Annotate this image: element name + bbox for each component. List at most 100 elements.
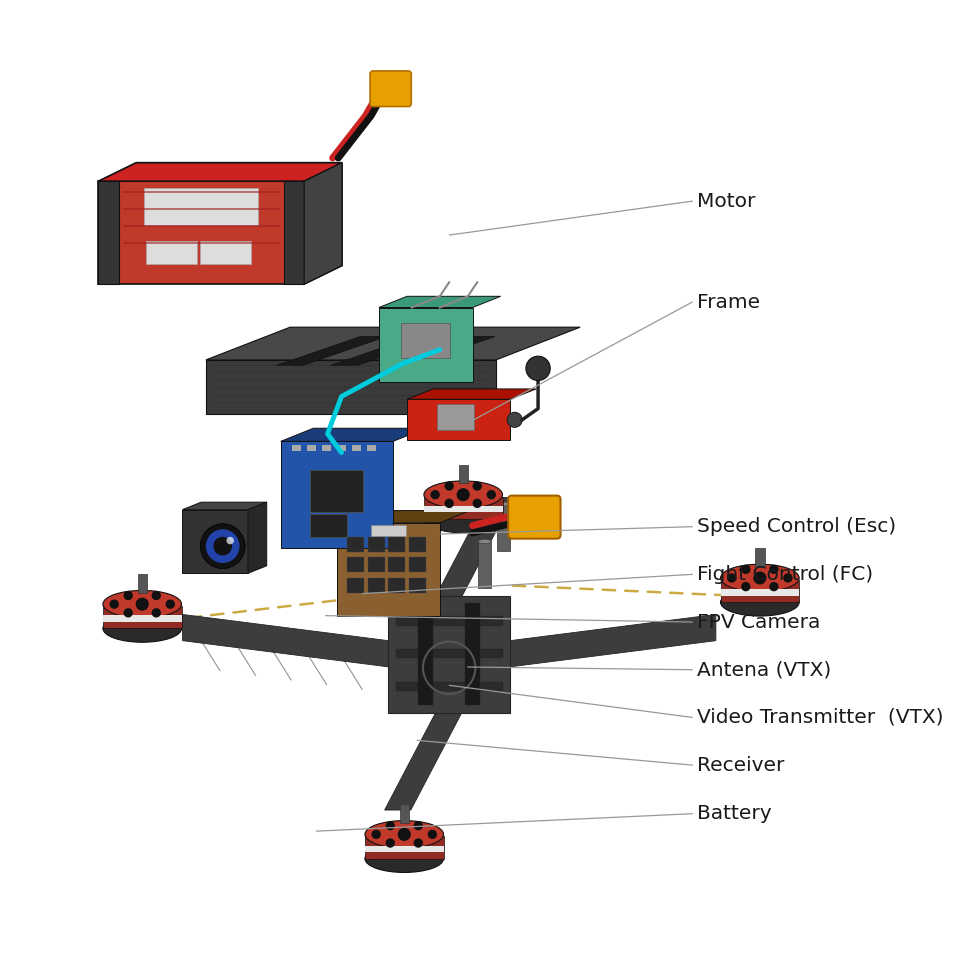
Ellipse shape bbox=[365, 845, 444, 872]
Circle shape bbox=[110, 600, 119, 609]
Ellipse shape bbox=[424, 506, 503, 533]
Circle shape bbox=[741, 582, 751, 591]
Polygon shape bbox=[407, 389, 536, 399]
Polygon shape bbox=[98, 163, 342, 181]
FancyBboxPatch shape bbox=[370, 71, 412, 107]
FancyBboxPatch shape bbox=[508, 496, 561, 539]
Bar bbox=[137, 574, 147, 593]
Bar bbox=[388, 558, 405, 572]
FancyBboxPatch shape bbox=[310, 514, 347, 537]
Polygon shape bbox=[720, 580, 799, 603]
Circle shape bbox=[123, 591, 133, 600]
Polygon shape bbox=[510, 614, 715, 666]
Text: Battery: Battery bbox=[697, 805, 771, 823]
Polygon shape bbox=[424, 506, 503, 513]
Bar bbox=[396, 649, 503, 659]
Bar bbox=[368, 578, 384, 593]
Bar bbox=[400, 805, 409, 823]
Polygon shape bbox=[98, 181, 119, 284]
Polygon shape bbox=[379, 308, 472, 382]
Bar bbox=[478, 542, 491, 588]
Bar bbox=[388, 578, 405, 593]
Circle shape bbox=[445, 499, 454, 508]
Bar bbox=[368, 537, 384, 552]
Bar bbox=[307, 445, 317, 451]
Bar bbox=[418, 604, 433, 706]
Circle shape bbox=[727, 573, 736, 583]
Circle shape bbox=[214, 537, 232, 556]
Ellipse shape bbox=[103, 590, 181, 618]
Polygon shape bbox=[206, 360, 496, 415]
Bar bbox=[466, 604, 480, 706]
Bar bbox=[459, 465, 467, 483]
Ellipse shape bbox=[407, 540, 420, 544]
Polygon shape bbox=[276, 336, 386, 366]
Circle shape bbox=[769, 564, 778, 574]
Bar bbox=[425, 504, 439, 551]
Circle shape bbox=[783, 573, 793, 583]
Circle shape bbox=[166, 600, 175, 609]
Circle shape bbox=[508, 413, 522, 427]
Ellipse shape bbox=[720, 564, 799, 592]
Circle shape bbox=[741, 564, 751, 574]
Polygon shape bbox=[436, 498, 514, 596]
Ellipse shape bbox=[424, 481, 503, 509]
Ellipse shape bbox=[365, 820, 444, 848]
Text: Fight Control (FC): Fight Control (FC) bbox=[697, 564, 873, 584]
Circle shape bbox=[371, 830, 381, 839]
Circle shape bbox=[430, 490, 440, 500]
Bar bbox=[321, 445, 331, 451]
Polygon shape bbox=[98, 181, 304, 284]
FancyBboxPatch shape bbox=[437, 404, 474, 430]
Circle shape bbox=[445, 481, 454, 491]
Bar bbox=[396, 682, 503, 691]
Circle shape bbox=[385, 821, 395, 830]
Polygon shape bbox=[182, 502, 267, 510]
Bar bbox=[409, 558, 425, 572]
Circle shape bbox=[526, 356, 550, 380]
Bar bbox=[337, 445, 346, 451]
Bar bbox=[347, 537, 364, 552]
Circle shape bbox=[754, 571, 766, 584]
Bar bbox=[409, 578, 425, 593]
Circle shape bbox=[487, 490, 496, 500]
Circle shape bbox=[457, 488, 469, 501]
Polygon shape bbox=[304, 163, 342, 284]
Circle shape bbox=[135, 598, 149, 611]
Bar bbox=[407, 542, 420, 588]
Circle shape bbox=[472, 499, 482, 508]
Circle shape bbox=[152, 591, 161, 600]
Bar bbox=[388, 537, 405, 552]
Text: Antena (VTX): Antena (VTX) bbox=[697, 661, 831, 679]
Bar bbox=[347, 558, 364, 572]
FancyBboxPatch shape bbox=[146, 241, 197, 264]
Polygon shape bbox=[283, 181, 304, 284]
Circle shape bbox=[769, 582, 778, 591]
FancyBboxPatch shape bbox=[200, 241, 251, 264]
Circle shape bbox=[414, 821, 423, 830]
Polygon shape bbox=[337, 522, 440, 616]
Polygon shape bbox=[720, 589, 799, 596]
Text: Video Transmitter  (VTX): Video Transmitter (VTX) bbox=[697, 708, 944, 727]
Polygon shape bbox=[424, 497, 503, 519]
Circle shape bbox=[200, 523, 245, 568]
Polygon shape bbox=[365, 836, 444, 858]
Circle shape bbox=[123, 609, 133, 617]
Bar bbox=[497, 504, 510, 551]
FancyBboxPatch shape bbox=[144, 188, 259, 225]
FancyBboxPatch shape bbox=[310, 470, 363, 512]
Polygon shape bbox=[379, 296, 501, 308]
Polygon shape bbox=[330, 336, 441, 366]
Bar bbox=[368, 558, 384, 572]
Polygon shape bbox=[182, 510, 248, 573]
Polygon shape bbox=[103, 615, 181, 622]
Polygon shape bbox=[304, 163, 342, 284]
Polygon shape bbox=[280, 441, 393, 548]
Polygon shape bbox=[206, 327, 580, 360]
Text: Speed Control (Esc): Speed Control (Esc) bbox=[697, 517, 896, 536]
Text: Receiver: Receiver bbox=[697, 756, 784, 774]
Circle shape bbox=[398, 828, 411, 841]
Polygon shape bbox=[248, 502, 267, 573]
Circle shape bbox=[206, 529, 239, 563]
Polygon shape bbox=[280, 428, 425, 441]
